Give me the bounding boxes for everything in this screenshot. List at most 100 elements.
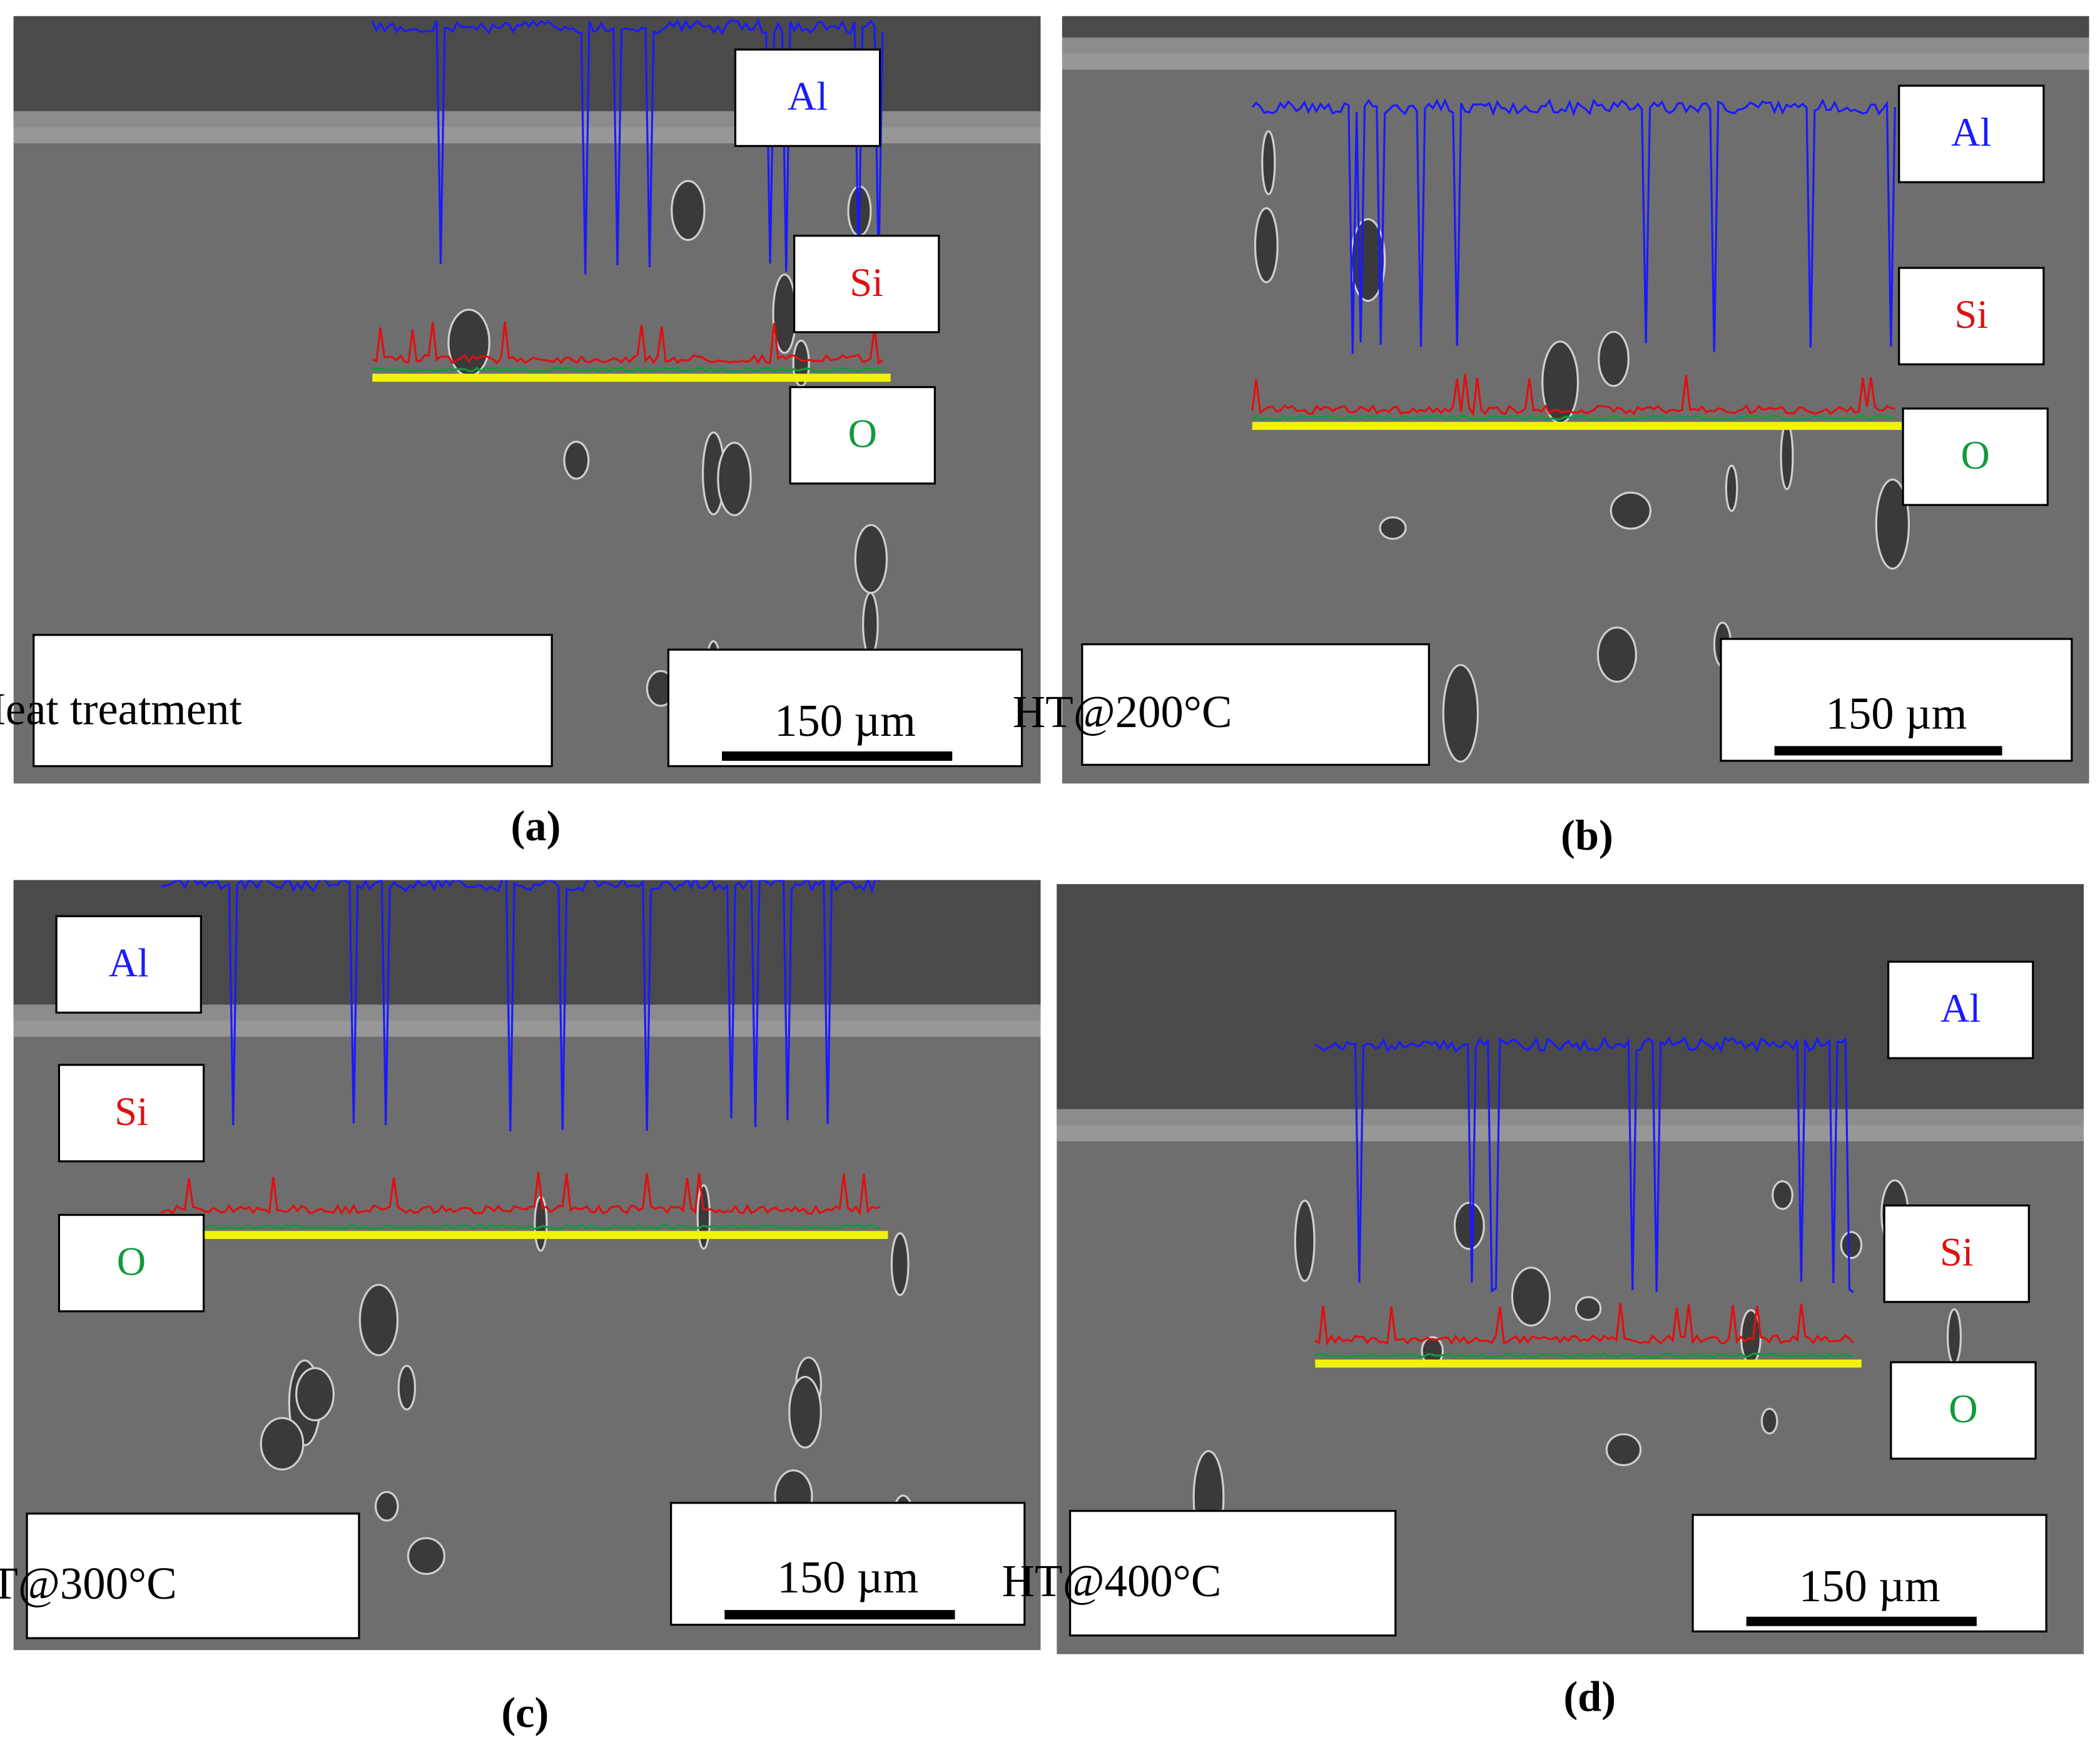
scale-bar bbox=[724, 1610, 955, 1620]
condition-label: HT@200°C bbox=[1013, 686, 1232, 737]
scale-bar bbox=[1774, 746, 2002, 756]
scale-box bbox=[1692, 1514, 2047, 1632]
pore bbox=[397, 1365, 417, 1411]
element-label: Si bbox=[1955, 292, 1989, 337]
line-scan bbox=[371, 18, 884, 275]
panel-label: (c) bbox=[501, 1689, 549, 1736]
pore bbox=[1760, 1407, 1778, 1435]
line-scan bbox=[160, 1172, 881, 1216]
element-label: Al bbox=[109, 940, 149, 985]
pore bbox=[1453, 1201, 1485, 1250]
line-scan bbox=[160, 1223, 880, 1230]
panel: Al Si O No Heat treatment 150 µm (a) bbox=[0, 16, 1041, 850]
pore bbox=[358, 1283, 399, 1357]
pore bbox=[1875, 478, 1910, 570]
pore bbox=[563, 441, 590, 480]
element-box bbox=[1890, 1361, 2037, 1460]
element-box bbox=[58, 1064, 205, 1163]
pore bbox=[717, 441, 752, 517]
pore bbox=[1840, 1231, 1863, 1260]
pore bbox=[1946, 1308, 1962, 1365]
line-scan bbox=[161, 880, 881, 1132]
condition-box bbox=[33, 634, 553, 768]
element-label: Al bbox=[1940, 986, 1981, 1031]
pore bbox=[1442, 664, 1479, 763]
pore bbox=[788, 1375, 822, 1449]
element-label: O bbox=[848, 412, 877, 456]
line-scan bbox=[1251, 374, 1895, 417]
element-label: O bbox=[1961, 433, 1990, 477]
pore bbox=[1772, 1180, 1793, 1210]
scale-box bbox=[670, 1502, 1026, 1626]
pore bbox=[374, 1490, 399, 1522]
scale-label: 150 µm bbox=[1799, 1561, 1940, 1611]
element-box bbox=[58, 1213, 205, 1313]
scale-label: 150 µm bbox=[774, 695, 916, 746]
scale-bar bbox=[1746, 1616, 1977, 1626]
pore bbox=[1575, 1296, 1602, 1321]
panel: Al Si O HT@300°C 150 µm (c) bbox=[0, 880, 1041, 1736]
condition-box bbox=[1081, 643, 1430, 766]
scale-box bbox=[667, 648, 1023, 768]
panel-label: (d) bbox=[1563, 1673, 1616, 1720]
pore bbox=[1294, 1199, 1316, 1282]
pore bbox=[1254, 207, 1279, 283]
scale-bar bbox=[722, 751, 953, 761]
surface-band bbox=[13, 111, 1041, 144]
pore bbox=[862, 591, 879, 657]
pore bbox=[696, 1184, 711, 1250]
element-box bbox=[1883, 1204, 2030, 1303]
element-label: Si bbox=[1940, 1230, 1974, 1275]
element-label: Si bbox=[114, 1089, 148, 1134]
element-label: O bbox=[1949, 1387, 1977, 1431]
panel-label: (b) bbox=[1561, 812, 1613, 859]
element-label: O bbox=[117, 1240, 146, 1284]
background-region bbox=[13, 16, 1041, 128]
element-box bbox=[734, 48, 881, 147]
pore bbox=[1605, 1433, 1642, 1467]
element-box bbox=[55, 915, 202, 1014]
panel: Al Si O HT@200°C 150 µm (b) bbox=[1013, 16, 2089, 859]
surface-band bbox=[1057, 1109, 2084, 1141]
pore bbox=[534, 1196, 548, 1252]
surface-band bbox=[1062, 37, 2089, 70]
panel: Al Si O HT@400°C 150 µm (d) bbox=[1002, 884, 2084, 1720]
condition-label: HT@400°C bbox=[1002, 1556, 1222, 1606]
element-box bbox=[1898, 84, 2045, 183]
pore bbox=[1598, 330, 1630, 387]
element-label: Si bbox=[850, 260, 883, 305]
line-scan bbox=[372, 321, 883, 365]
line-scan bbox=[1251, 98, 1896, 354]
pore bbox=[407, 1537, 445, 1576]
element-box bbox=[1898, 267, 2045, 365]
pore bbox=[1610, 491, 1651, 530]
element-label: Al bbox=[788, 74, 828, 118]
pore bbox=[1511, 1266, 1551, 1327]
element-box bbox=[789, 386, 936, 485]
pore bbox=[447, 308, 490, 377]
scale-box bbox=[1720, 638, 2073, 762]
scale-label: 150 µm bbox=[777, 1552, 918, 1602]
pore bbox=[1725, 464, 1738, 512]
panel-label: (a) bbox=[511, 802, 561, 850]
element-box bbox=[1887, 960, 2034, 1059]
pore bbox=[1780, 422, 1794, 491]
pore bbox=[1261, 130, 1276, 195]
line-scan bbox=[1314, 1352, 1854, 1359]
pore bbox=[1596, 626, 1637, 683]
pore bbox=[890, 1232, 910, 1296]
line-scan bbox=[1314, 1036, 1854, 1293]
scale-label: 150 µm bbox=[1825, 688, 1967, 738]
pore bbox=[1379, 516, 1407, 540]
element-box bbox=[1902, 407, 2049, 506]
condition-label: HT@300°C bbox=[0, 1558, 177, 1609]
condition-box bbox=[26, 1512, 360, 1639]
pore bbox=[260, 1417, 305, 1471]
pore bbox=[295, 1367, 335, 1422]
line-scan bbox=[1251, 414, 1895, 421]
pore bbox=[854, 524, 888, 594]
pore bbox=[671, 180, 706, 242]
line-scan bbox=[1314, 1303, 1855, 1347]
element-label: Al bbox=[1951, 110, 1991, 155]
